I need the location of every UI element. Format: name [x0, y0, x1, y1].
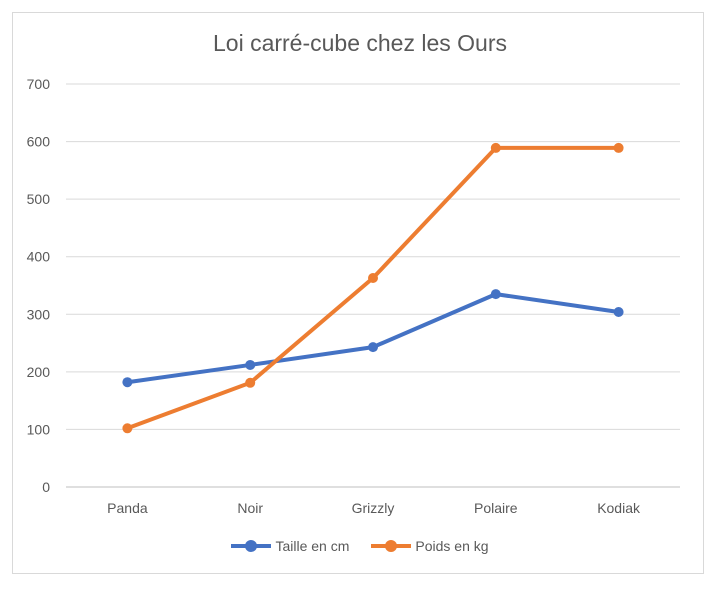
data-point [368, 273, 378, 284]
y-tick-label: 700 [27, 76, 51, 92]
chart-title: Loi carré-cube chez les Ours [212, 30, 507, 56]
data-point [613, 142, 624, 153]
legend-label-poids: Poids en kg [415, 538, 489, 554]
data-point [122, 377, 133, 388]
legend-item-poids: Poids en kg [371, 538, 489, 554]
y-tick-label: 200 [27, 364, 51, 380]
y-tick-label: 500 [27, 191, 51, 207]
x-tick-label: Grizzly [352, 500, 395, 516]
data-point [490, 142, 501, 153]
series-line-0 [125, 292, 621, 385]
data-point [245, 377, 256, 388]
y-tick-label: 300 [27, 306, 51, 322]
data-point [122, 423, 133, 434]
data-point [245, 359, 256, 370]
data-point [368, 342, 378, 353]
y-tick-label: 400 [27, 249, 51, 265]
series-line-1 [125, 145, 621, 431]
data-point [613, 306, 624, 317]
legend-swatch-taille [231, 540, 272, 552]
y-tick-label: 100 [27, 421, 51, 437]
y-tick-label: 0 [42, 479, 50, 495]
x-tick-label: Kodiak [597, 500, 641, 516]
x-tick-label: Polaire [474, 500, 518, 516]
data-point [490, 289, 501, 300]
legend-label-taille: Taille en cm [275, 538, 350, 554]
y-tick-label: 600 [27, 134, 51, 150]
legend: Taille en cm Poids en kg [0, 538, 720, 554]
legend-item-taille: Taille en cm [231, 538, 349, 554]
x-tick-label: Panda [107, 500, 148, 516]
legend-swatch-poids [371, 540, 412, 552]
x-tick-label: Noir [237, 500, 263, 516]
